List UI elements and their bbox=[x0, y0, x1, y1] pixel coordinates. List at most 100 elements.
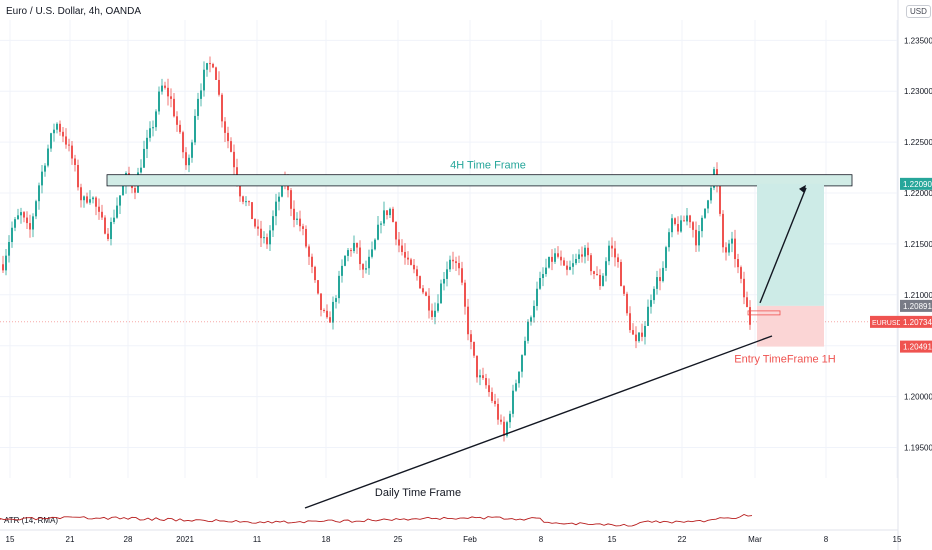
candle-body bbox=[122, 184, 124, 196]
candle-body bbox=[104, 217, 106, 234]
target-price-tag-bg bbox=[900, 177, 932, 190]
candle-body bbox=[116, 205, 118, 218]
candle-body bbox=[380, 223, 382, 225]
candle-body bbox=[68, 144, 70, 146]
entry-label: Entry TimeFrame 1H bbox=[734, 354, 836, 366]
candle-body bbox=[269, 230, 271, 245]
candle-body bbox=[707, 200, 709, 209]
candle-body bbox=[305, 228, 307, 247]
candle-body bbox=[680, 220, 682, 232]
candle-body bbox=[53, 129, 55, 134]
candle-body bbox=[566, 265, 568, 270]
candle-body bbox=[302, 226, 304, 229]
candle-body bbox=[221, 94, 223, 122]
candle-body bbox=[272, 216, 274, 231]
candle-body bbox=[416, 269, 418, 277]
candle-body bbox=[521, 355, 523, 372]
candle-body bbox=[407, 257, 409, 260]
candle-body bbox=[440, 283, 442, 304]
candle-body bbox=[569, 266, 571, 270]
candle-body bbox=[50, 133, 52, 149]
candle-body bbox=[422, 288, 424, 293]
candle-body bbox=[41, 171, 43, 186]
candle-body bbox=[389, 208, 391, 216]
candle-body bbox=[656, 277, 658, 289]
candle-body bbox=[245, 201, 247, 203]
candle-body bbox=[362, 264, 364, 270]
candle-body bbox=[5, 255, 7, 271]
candle-body bbox=[683, 220, 685, 222]
candle-body bbox=[479, 375, 481, 378]
candle-body bbox=[623, 286, 625, 294]
candle-body bbox=[701, 217, 703, 232]
candle-body bbox=[248, 201, 250, 203]
candle-body bbox=[338, 275, 340, 299]
candle-body bbox=[746, 297, 748, 308]
candle-body bbox=[488, 385, 490, 393]
candle-body bbox=[554, 253, 556, 262]
candle-body bbox=[92, 197, 94, 200]
candle-body bbox=[614, 248, 616, 258]
last-price-tag-symbol-bg bbox=[870, 315, 900, 328]
candle-body bbox=[329, 317, 331, 323]
candle-body bbox=[20, 212, 22, 216]
candle-body bbox=[590, 255, 592, 272]
y-tick-label: 1.21500 bbox=[904, 240, 932, 249]
candle-body bbox=[257, 226, 259, 229]
candle-body bbox=[155, 111, 157, 128]
candle-body bbox=[437, 303, 439, 311]
candle-body bbox=[539, 278, 541, 289]
candle-body bbox=[464, 282, 466, 307]
candle-body bbox=[107, 233, 109, 240]
candle-body bbox=[332, 301, 334, 323]
candle-body bbox=[743, 278, 745, 298]
candle-body bbox=[242, 196, 244, 202]
candle-body bbox=[455, 261, 457, 264]
candle-body bbox=[509, 413, 511, 423]
candle-body bbox=[581, 254, 583, 257]
candle-body bbox=[188, 157, 190, 166]
candle-body bbox=[314, 266, 316, 281]
candle-body bbox=[23, 212, 25, 218]
candle-body bbox=[26, 217, 28, 224]
currency-button[interactable]: USD bbox=[906, 5, 931, 18]
candle-body bbox=[299, 218, 301, 227]
candle-body bbox=[251, 202, 253, 220]
candle-body bbox=[575, 259, 577, 264]
candle-body bbox=[482, 375, 484, 379]
candle-body bbox=[308, 246, 310, 257]
trend-line bbox=[304, 335, 773, 509]
candle-body bbox=[344, 255, 346, 266]
candle-body bbox=[86, 196, 88, 203]
candle-body bbox=[110, 221, 112, 240]
candle-body bbox=[410, 259, 412, 265]
candle-body bbox=[371, 249, 373, 257]
target-price-tag-text: 1.22090 bbox=[903, 180, 932, 189]
candle-body bbox=[419, 276, 421, 289]
candle-body bbox=[185, 152, 187, 166]
candle-body bbox=[14, 219, 16, 228]
candle-body bbox=[158, 91, 160, 112]
candle-body bbox=[227, 132, 229, 142]
candle-body bbox=[212, 64, 214, 68]
candle-body bbox=[182, 132, 184, 153]
candle-body bbox=[176, 116, 178, 125]
candle-body bbox=[674, 218, 676, 224]
candle-body bbox=[632, 330, 634, 335]
x-axis[interactable]: 15 21 28 2021 11 18 25 Feb 8 15 22 Mar 8 15 bbox=[0, 529, 902, 544]
candle-body bbox=[365, 268, 367, 270]
candle-body bbox=[647, 306, 649, 326]
candle-body bbox=[698, 231, 700, 246]
candle-body bbox=[653, 288, 655, 301]
candle-body bbox=[311, 256, 313, 267]
candle-body bbox=[452, 259, 454, 262]
x-tick-label: Mar bbox=[748, 535, 762, 544]
candle-body bbox=[506, 422, 508, 436]
candle-body bbox=[398, 239, 400, 246]
y-axis[interactable]: 1.195001.200001.205001.210001.215001.220… bbox=[870, 0, 932, 550]
candle-body bbox=[524, 340, 526, 356]
candle-body bbox=[725, 247, 727, 253]
candle-body bbox=[209, 63, 211, 65]
target-area bbox=[757, 183, 824, 306]
